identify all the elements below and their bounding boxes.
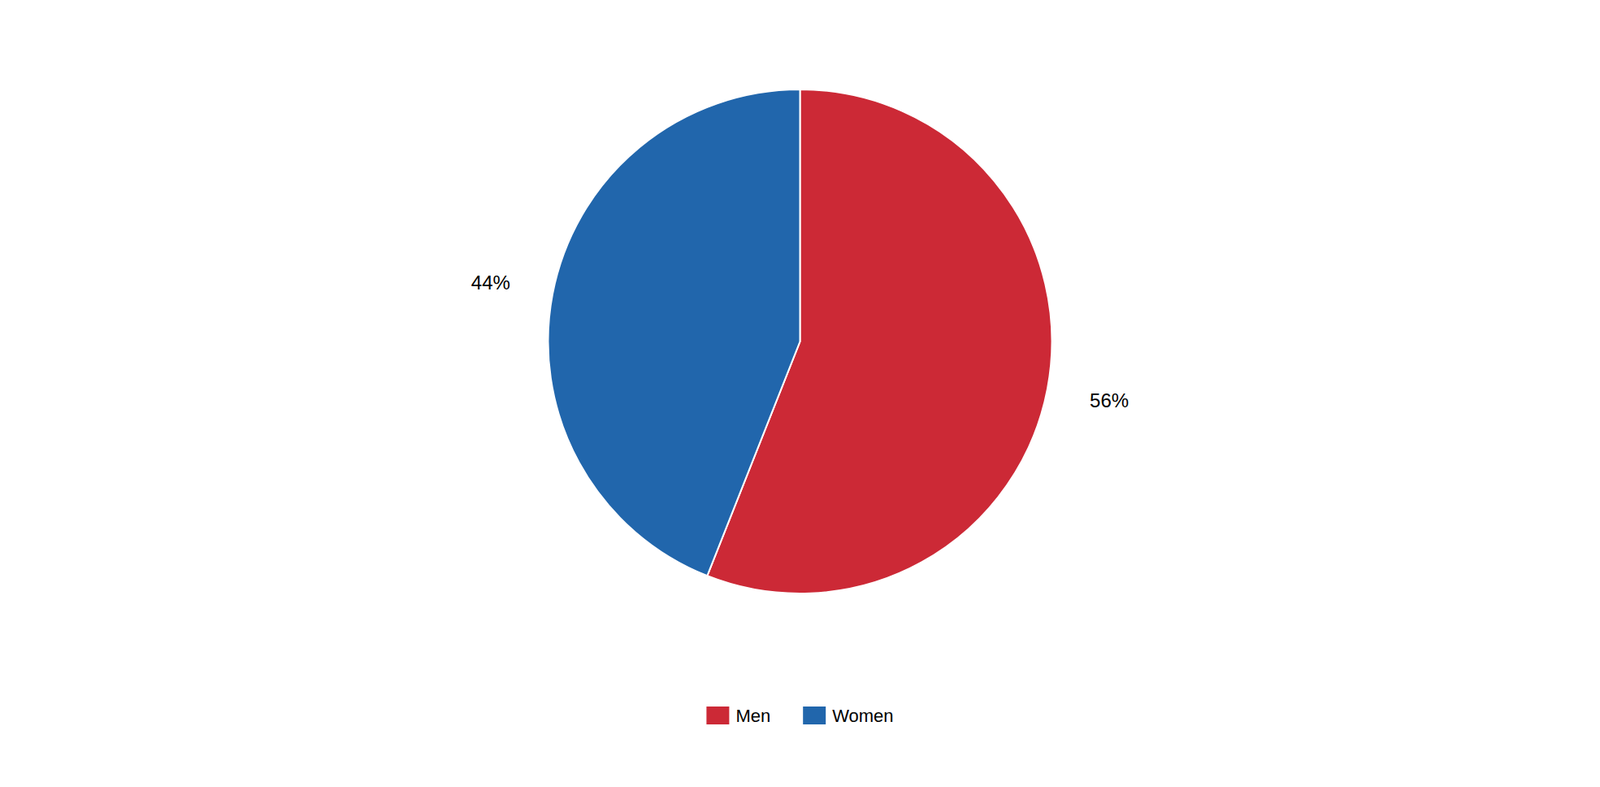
legend-swatch [802, 706, 826, 725]
chart-svg: 56% 44% Men Women [0, 0, 1600, 787]
data-label: 44% [471, 271, 511, 294]
legend-item: Women [802, 705, 894, 726]
data-labels: 56% 44% [471, 271, 1129, 412]
legend-label: Women [832, 705, 894, 726]
legend: Men Women [706, 705, 894, 726]
legend-swatch [706, 706, 729, 725]
data-label: 56% [1089, 389, 1129, 412]
pie-slice [547, 89, 800, 576]
legend-label: Men [735, 705, 771, 726]
pie [547, 89, 1052, 594]
legend-item: Men [706, 705, 771, 726]
